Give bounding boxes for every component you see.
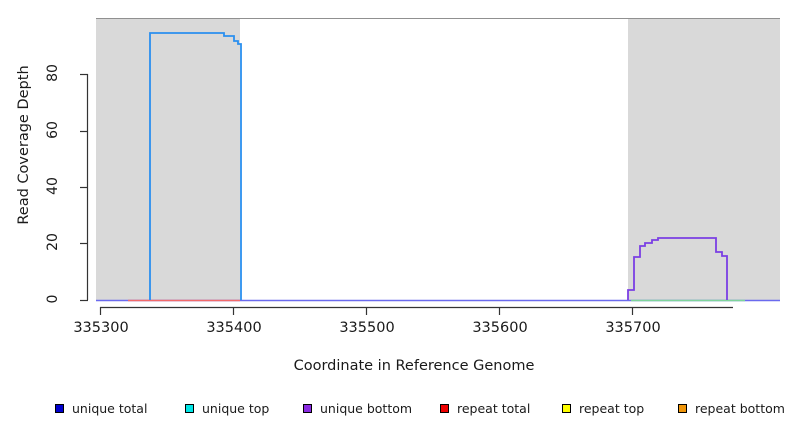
repeat-region-left-shade: [96, 18, 240, 301]
legend-item-repeat-top[interactable]: repeat top: [562, 399, 644, 417]
legend-swatch-repeat-top: [562, 403, 571, 413]
x-tick-label-335700: 335700: [605, 320, 661, 336]
x-tick-label-335600: 335600: [472, 320, 528, 336]
legend-swatch-repeat-bottom: [678, 403, 687, 413]
legend-label-unique-top: unique top: [202, 400, 270, 416]
legend-swatch-unique-bottom: [303, 403, 312, 413]
coverage-curve-left-peak: [149, 32, 242, 300]
legend-item-unique-top[interactable]: unique top: [185, 399, 269, 417]
y-tick-label-0: 0: [45, 294, 61, 304]
legend-label-repeat-top: repeat top: [579, 400, 645, 416]
coverage-curve-right-peak: [627, 237, 728, 300]
y-tick-label-60: 60: [45, 121, 61, 139]
x-tick-label-335300: 335300: [73, 320, 129, 336]
y-tick-label-80: 80: [45, 64, 61, 82]
x-axis-title: Coordinate in Reference Genome: [293, 358, 535, 374]
legend-item-repeat-total[interactable]: repeat total: [440, 399, 530, 417]
legend-item-repeat-bottom[interactable]: repeat bottom: [678, 399, 785, 417]
x-tick-label-335400: 335400: [206, 320, 262, 336]
legend-label-repeat-total: repeat total: [457, 400, 531, 416]
legend-item-unique-bottom[interactable]: unique bottom: [303, 399, 412, 417]
legend-swatch-repeat-total: [440, 403, 449, 413]
chart-legend: unique total unique top unique bottom re…: [0, 399, 792, 417]
x-axis-ticks: [99, 307, 634, 315]
legend-label-unique-bottom: unique bottom: [320, 400, 413, 416]
legend-label-repeat-bottom: repeat bottom: [695, 400, 785, 416]
y-axis-title: Read Coverage Depth: [16, 65, 32, 225]
legend-label-unique-total: unique total: [72, 400, 148, 416]
legend-swatch-unique-top: [185, 403, 194, 413]
shaded-regions: [96, 18, 780, 301]
y-tick-label-40: 40: [45, 177, 61, 195]
repeat-region-right-shade: [628, 18, 780, 301]
x-tick-label-335500: 335500: [339, 320, 395, 336]
y-tick-label-20: 20: [45, 233, 61, 251]
legend-swatch-unique-total: [55, 403, 64, 413]
y-axis-ticks: [80, 73, 88, 302]
legend-item-unique-total[interactable]: unique total: [55, 399, 147, 417]
